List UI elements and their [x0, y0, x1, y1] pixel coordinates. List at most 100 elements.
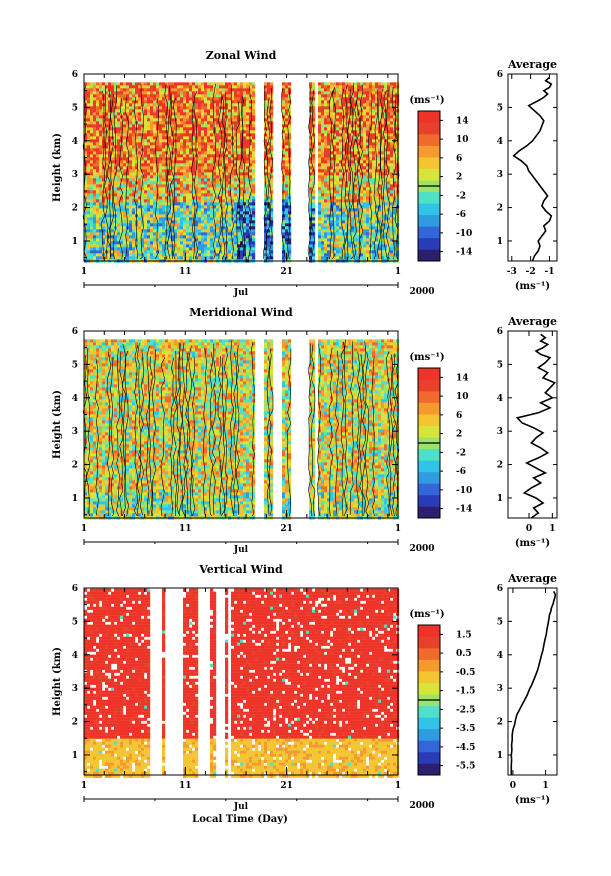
month-label: Jul: [233, 545, 249, 555]
colorbar-unit-label: (ms⁻¹): [409, 95, 444, 106]
height-axis-label: Height (km): [52, 390, 63, 459]
year-label: 2000: [409, 544, 434, 554]
average-y-tick-label: 2: [497, 718, 503, 728]
x-tick-label: 1: [395, 781, 401, 791]
colorbar-tick-label: 6: [456, 154, 462, 164]
x-tick-label: 11: [179, 524, 192, 534]
colorbar-swatch: [418, 706, 440, 718]
average-y-tick-label: 2: [497, 204, 503, 214]
colorbar-swatch: [418, 449, 440, 461]
colorbar-swatch: [418, 238, 440, 250]
average-title: Average: [507, 572, 557, 585]
colorbar-swatch: [418, 460, 440, 472]
y-tick-label: 5: [72, 617, 78, 627]
colorbar-swatch: [418, 203, 440, 215]
colorbar-swatch: [418, 192, 440, 204]
colorbar-swatch: [418, 403, 440, 415]
y-tick-label: 4: [72, 137, 78, 147]
average-profile-line: [517, 334, 554, 518]
panel-title: Zonal Wind: [206, 49, 277, 62]
colorbar-tick-label: 2: [456, 430, 462, 440]
average-title: Average: [507, 58, 557, 71]
x-tick-label: 1: [395, 267, 401, 277]
y-tick-label: 6: [72, 70, 78, 80]
panel-title: Meridional Wind: [189, 306, 293, 319]
colorbar-tick-label: -10: [456, 486, 472, 496]
average-y-tick-label: 6: [497, 584, 503, 594]
colorbar-tick-label: -1.5: [456, 687, 475, 697]
y-tick-label: 1: [72, 751, 78, 761]
colorbar-tick-label: -2.5: [456, 705, 475, 715]
height-axis-label: Height (km): [52, 133, 63, 202]
average-x-tick-label: -3: [507, 267, 517, 277]
month-label: Jul: [233, 802, 249, 812]
colorbar-swatch: [418, 472, 440, 484]
average-y-tick-label: 3: [497, 170, 503, 180]
average-y-tick-label: 6: [497, 327, 503, 337]
colorbar-swatch: [418, 123, 440, 135]
heatmap-cells: [83, 339, 399, 519]
colorbar-swatch: [418, 729, 440, 741]
colorbar-swatch: [418, 368, 440, 380]
x-tick-label: 1: [81, 267, 87, 277]
colorbar-tick-label: 14: [456, 116, 469, 126]
average-x-tick-label: 1: [542, 781, 548, 791]
average-frame: [508, 74, 557, 261]
colorbar-swatch: [418, 752, 440, 764]
y-tick-label: 1: [72, 237, 78, 247]
month-label: Jul: [233, 288, 249, 298]
x-tick-label: 21: [280, 781, 293, 791]
average-x-tick-label: -2: [526, 267, 536, 277]
colorbar-swatch: [418, 111, 440, 123]
colorbar-swatch: [418, 683, 440, 695]
x-tick-label: 1: [81, 524, 87, 534]
y-tick-label: 5: [72, 360, 78, 370]
colorbar-swatch: [418, 506, 440, 518]
colorbar-tick-label: -3.5: [456, 724, 475, 734]
colorbar-tick-label: 10: [456, 392, 469, 402]
colorbar-tick-label: -2: [456, 448, 466, 458]
average-x-axis-label: (ms⁻¹): [515, 281, 550, 292]
colorbar-swatch: [418, 495, 440, 507]
average-y-tick-label: 5: [497, 360, 503, 370]
x-tick-label: 11: [179, 781, 192, 791]
y-tick-label: 6: [72, 327, 78, 337]
average-y-tick-label: 1: [497, 237, 503, 247]
colorbar-tick-label: -6: [456, 467, 466, 477]
y-tick-label: 3: [72, 684, 78, 694]
colorbar-tick-label: -4.5: [456, 743, 475, 753]
y-tick-label: 3: [72, 170, 78, 180]
average-y-tick-label: 1: [497, 494, 503, 504]
colorbar-tick-label: 0.5: [456, 649, 472, 659]
average-y-tick-label: 3: [497, 684, 503, 694]
year-label: 2000: [409, 287, 434, 297]
y-tick-label: 1: [72, 494, 78, 504]
average-x-axis-label: (ms⁻¹): [515, 795, 550, 806]
colorbar-tick-label: -14: [456, 248, 472, 258]
colorbar-swatch: [418, 740, 440, 752]
colorbar-tick-label: -14: [456, 505, 472, 515]
y-tick-label: 4: [72, 651, 78, 661]
year-label: 2000: [409, 801, 434, 811]
colorbar-swatch: [418, 763, 440, 775]
average-y-tick-label: 4: [497, 137, 503, 147]
average-y-tick-label: 6: [497, 70, 503, 80]
colorbar-tick-label: -5.5: [456, 762, 475, 772]
colorbar-swatch: [418, 717, 440, 729]
colorbar-swatch: [418, 249, 440, 261]
average-profile-line: [511, 591, 555, 775]
panel-title: Vertical Wind: [198, 563, 283, 576]
y-tick-label: 6: [72, 584, 78, 594]
colorbar-swatch: [418, 380, 440, 392]
colorbar-tick-label: -10: [456, 229, 472, 239]
colorbar-tick-label: 1.5: [456, 630, 472, 640]
average-y-tick-label: 5: [497, 103, 503, 113]
colorbar-swatch: [418, 483, 440, 495]
colorbar-unit-label: (ms⁻¹): [409, 609, 444, 620]
x-tick-label: 1: [81, 781, 87, 791]
colorbar-tick-label: -2: [456, 191, 466, 201]
y-tick-label: 2: [72, 718, 78, 728]
average-x-tick-label: -1: [544, 267, 554, 277]
colorbar-swatch: [418, 671, 440, 683]
